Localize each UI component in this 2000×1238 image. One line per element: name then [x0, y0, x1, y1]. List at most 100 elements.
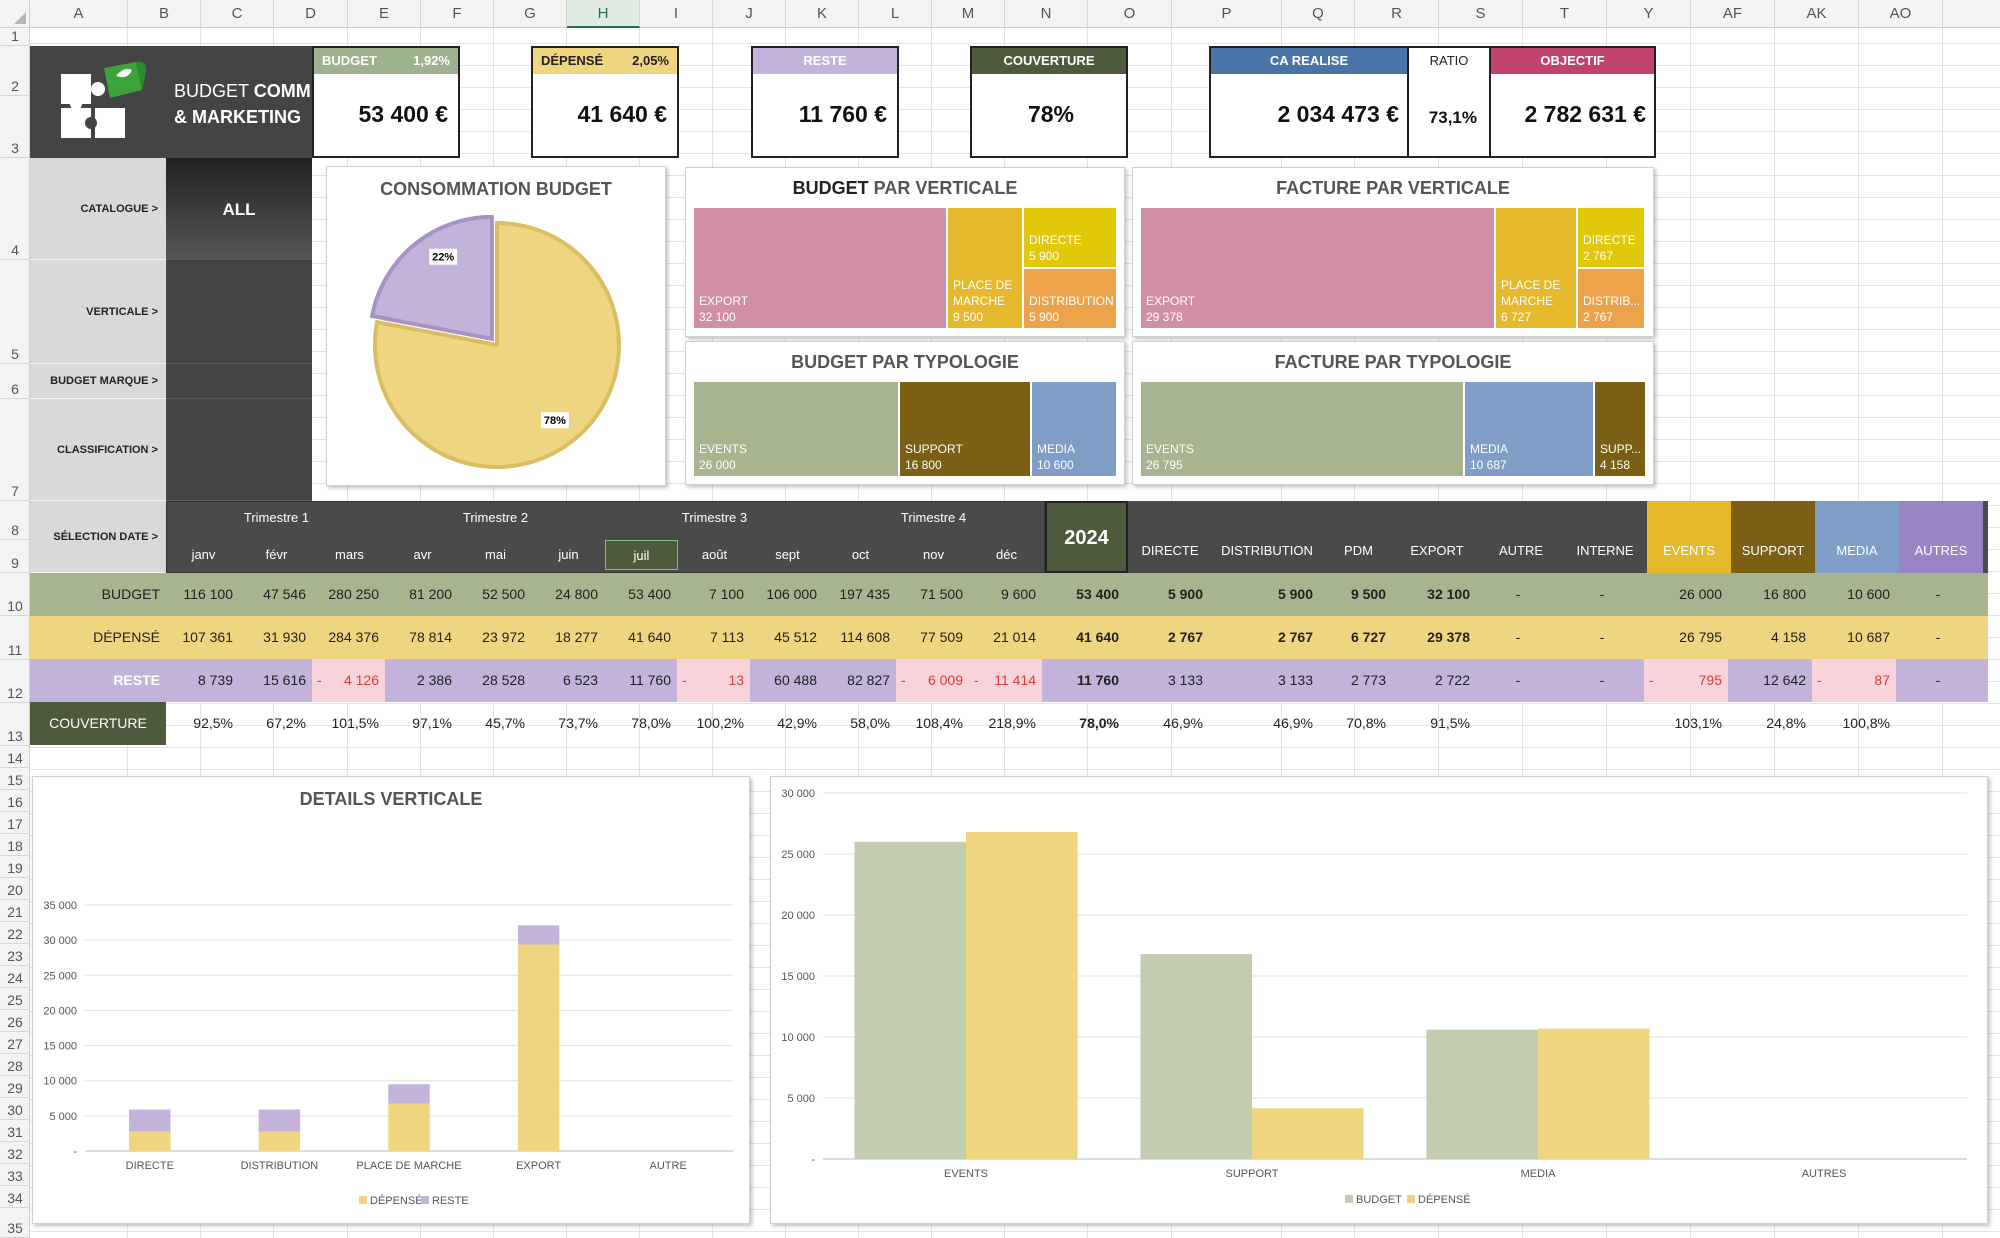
month-2[interactable]: févr: [265, 547, 288, 562]
cell-reste-month-12[interactable]: -11 414: [969, 659, 1042, 702]
cell-budget-media[interactable]: 10 600: [1812, 573, 1896, 616]
cell-depense-pdm[interactable]: 6 727: [1319, 616, 1392, 659]
cell-couverture-month-9[interactable]: 42,9%: [750, 702, 823, 745]
pie-slice-1[interactable]: [373, 220, 621, 469]
pie-slice-2[interactable]: [369, 215, 494, 342]
cell-couverture-month-6[interactable]: 73,7%: [531, 702, 604, 745]
cell-depense-autres[interactable]: -: [1896, 616, 1980, 659]
cell-budget-directe[interactable]: 5 900: [1125, 573, 1209, 616]
cell-budget-month-5[interactable]: 52 500: [458, 573, 531, 616]
cell-depense-month-8[interactable]: 7 113: [677, 616, 750, 659]
cell-depense-events[interactable]: 26 795: [1644, 616, 1728, 659]
cell-reste-month-4[interactable]: 2 386: [385, 659, 458, 702]
cell-reste-pdm[interactable]: 2 773: [1319, 659, 1392, 702]
cell-couverture-media[interactable]: 100,8%: [1812, 702, 1896, 745]
cell-budget-month-4[interactable]: 81 200: [385, 573, 458, 616]
cell-couverture-month-12[interactable]: 218,9%: [969, 702, 1042, 745]
cell-couverture-month-7[interactable]: 78,0%: [604, 702, 677, 745]
cell-couverture-pdm[interactable]: 70,8%: [1319, 702, 1392, 745]
column-header-r[interactable]: R: [1355, 0, 1439, 28]
column-header-af[interactable]: AF: [1691, 0, 1775, 28]
cell-reste-month-8[interactable]: - 13: [677, 659, 750, 702]
row-header-21[interactable]: 21: [0, 900, 30, 922]
cell-depense-support[interactable]: 4 158: [1728, 616, 1812, 659]
row-header-9[interactable]: 9: [0, 540, 30, 573]
column-header-p[interactable]: P: [1172, 0, 1282, 28]
tm-bt-media[interactable]: MEDIA 10 600: [1032, 382, 1118, 478]
row-header-8[interactable]: 8: [0, 501, 30, 540]
column-header-q[interactable]: Q: [1282, 0, 1355, 28]
column-header-ao[interactable]: AO: [1859, 0, 1943, 28]
cell-couverture-month-11[interactable]: 108,4%: [896, 702, 969, 745]
column-header-h[interactable]: H: [567, 0, 640, 28]
bar-dépensé-media[interactable]: [1538, 1028, 1650, 1159]
cell-depense-month-12[interactable]: 21 014: [969, 616, 1042, 659]
cell-reste-support[interactable]: 12 642: [1728, 659, 1812, 702]
month-1[interactable]: janv: [191, 547, 216, 562]
cell-couverture-month-4[interactable]: 97,1%: [385, 702, 458, 745]
column-header-g[interactable]: G: [494, 0, 567, 28]
cell-reste-month-9[interactable]: 60 488: [750, 659, 823, 702]
bar-dépensé-directe[interactable]: [129, 1131, 171, 1151]
cell-reste-events[interactable]: - 795: [1644, 659, 1728, 702]
cell-budget-autres[interactable]: -: [1896, 573, 1980, 616]
row-header-27[interactable]: 27: [0, 1032, 30, 1054]
cell-depense-interne[interactable]: -: [1560, 616, 1644, 659]
month-7[interactable]: juil: [605, 540, 678, 570]
column-header-i[interactable]: I: [640, 0, 713, 28]
quarter-3[interactable]: Trimestre 3: [681, 510, 748, 525]
bar-dépensé-place-de-marche[interactable]: [388, 1103, 430, 1151]
cell-depense-month-5[interactable]: 23 972: [458, 616, 531, 659]
column-header-ak[interactable]: AK: [1775, 0, 1859, 28]
row-header-28[interactable]: 28: [0, 1054, 30, 1076]
cell-reste-autre[interactable]: -: [1476, 659, 1560, 702]
cell-budget-month-7[interactable]: 53 400: [604, 573, 677, 616]
month-6[interactable]: juin: [558, 547, 579, 562]
tm-ft-support[interactable]: SUPP... 4 158: [1595, 382, 1647, 478]
cell-budget-pdm[interactable]: 9 500: [1319, 573, 1392, 616]
column-header-y[interactable]: Y: [1607, 0, 1691, 28]
budget-marque-slicer[interactable]: [166, 364, 312, 399]
row-header-29[interactable]: 29: [0, 1076, 30, 1098]
row-header-20[interactable]: 20: [0, 878, 30, 900]
cell-reste-total[interactable]: 11 760: [1076, 672, 1119, 688]
cell-reste-month-3[interactable]: - 4 126: [312, 659, 385, 702]
quarter-2[interactable]: Trimestre 2: [462, 510, 529, 525]
details-verticale-card[interactable]: DETAILS VERTICALE - 5 000 10 000 15 000 20 0…: [32, 776, 750, 1224]
row-header-34[interactable]: 34: [0, 1186, 30, 1208]
cell-depense-month-2[interactable]: 31 930: [239, 616, 312, 659]
cell-depense-month-1[interactable]: 107 361: [166, 616, 239, 659]
bar-dépensé-support[interactable]: [1252, 1108, 1364, 1159]
cell-budget-month-6[interactable]: 24 800: [531, 573, 604, 616]
cell-couverture-directe[interactable]: 46,9%: [1125, 702, 1209, 745]
row-header-17[interactable]: 17: [0, 812, 30, 834]
cell-reste-month-2[interactable]: 15 616: [239, 659, 312, 702]
cell-depense-month-10[interactable]: 114 608: [823, 616, 896, 659]
column-header-f[interactable]: F: [421, 0, 494, 28]
row-header-18[interactable]: 18: [0, 834, 30, 856]
cell-budget-distribution[interactable]: 5 900: [1209, 573, 1319, 616]
row-header-15[interactable]: 15: [0, 768, 30, 790]
cell-reste-month-11[interactable]: - 6 009: [896, 659, 969, 702]
budget-verticale-card[interactable]: BUDGET PAR VERTICALE EXPORT 32 100 PLACE …: [685, 167, 1125, 337]
month-5[interactable]: mai: [485, 547, 506, 562]
cell-couverture-support[interactable]: 24,8%: [1728, 702, 1812, 745]
bar-dépensé-events[interactable]: [966, 832, 1078, 1159]
tm-bv-distribution[interactable]: DISTRIBUTION 5 900: [1024, 269, 1118, 330]
cell-reste-directe[interactable]: 3 133: [1125, 659, 1209, 702]
cell-depense-month-9[interactable]: 45 512: [750, 616, 823, 659]
cell-depense-media[interactable]: 10 687: [1812, 616, 1896, 659]
tm-bv-directe[interactable]: DIRECTE 5 900: [1024, 208, 1118, 269]
bar-reste-distribution[interactable]: [258, 1109, 301, 1132]
cell-budget-month-10[interactable]: 197 435: [823, 573, 896, 616]
tm-bv-pdm[interactable]: PLACE DE MARCHE 9 500: [948, 208, 1024, 330]
cell-reste-month-10[interactable]: 82 827: [823, 659, 896, 702]
column-header-a[interactable]: A: [30, 0, 128, 28]
cell-couverture-autres[interactable]: [1896, 702, 1980, 745]
row-header-13[interactable]: 13: [0, 703, 30, 746]
cell-budget-month-3[interactable]: 280 250: [312, 573, 385, 616]
cell-couverture-autre[interactable]: [1476, 702, 1560, 745]
cell-budget-total[interactable]: 53 400: [1076, 586, 1119, 602]
month-10[interactable]: oct: [851, 547, 870, 562]
cell-budget-autre[interactable]: -: [1476, 573, 1560, 616]
